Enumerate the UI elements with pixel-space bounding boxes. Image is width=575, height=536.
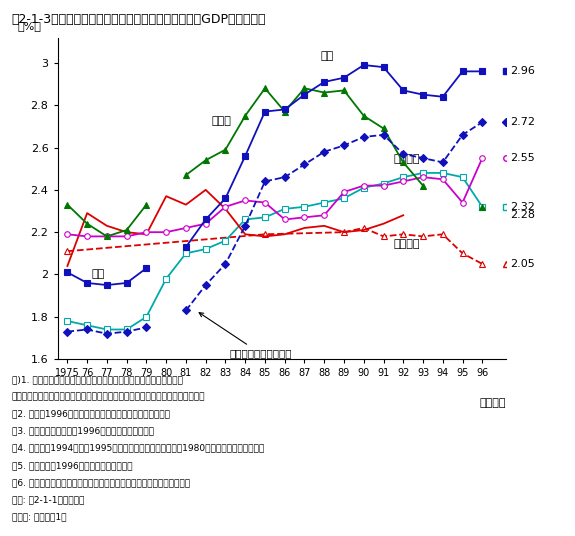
Text: 2.05: 2.05 — [510, 259, 535, 269]
Text: 6. イギリスの統計数値のない年度は前後の年度を直線で結んでいる。: 6. イギリスの統計数値のない年度は前後の年度を直線で結んでいる。 — [12, 478, 190, 487]
Text: 4. ドイツの1994年度、1995年度は推定値である。また、1980年度は統計数値がない。: 4. ドイツの1994年度、1995年度は推定値である。また、1980年度は統計… — [12, 444, 264, 453]
Text: 日本: 日本 — [320, 51, 334, 61]
Text: （参照: 付属資料1）: （参照: 付属資料1） — [12, 512, 66, 522]
Text: フランス: フランス — [393, 154, 420, 165]
Text: 2.96: 2.96 — [510, 66, 535, 76]
Text: 5. フランスの1996年度は暫定値である。: 5. フランスの1996年度は暫定値である。 — [12, 461, 132, 470]
Text: イギリス: イギリス — [393, 239, 420, 249]
Text: 2.28: 2.28 — [510, 210, 535, 220]
Text: 2. 日本の1996年度はソフトウェア業を除いた値である。: 2. 日本の1996年度はソフトウェア業を除いた値である。 — [12, 410, 170, 419]
Text: （%）: （%） — [17, 21, 41, 31]
Text: なお、日本については内数である自然科学のみの値を併せて表示している。: なお、日本については内数である自然科学のみの値を併せて表示している。 — [12, 392, 205, 401]
Text: 日本（自然科学のみ）: 日本（自然科学のみ） — [199, 312, 292, 359]
Text: （年度）: （年度） — [480, 398, 506, 408]
Text: 注)1. 国際比較を行うため、各国とも人文・社会科学を含めている。: 注)1. 国際比較を行うため、各国とも人文・社会科学を含めている。 — [12, 375, 182, 384]
Text: 2.55: 2.55 — [510, 153, 535, 163]
Text: 第2-1-3図　主要国における研究費の対国内総生産（GDP）比の推移: 第2-1-3図 主要国における研究費の対国内総生産（GDP）比の推移 — [12, 13, 266, 26]
Text: 米国: 米国 — [91, 269, 104, 279]
Text: 2.32: 2.32 — [510, 202, 535, 212]
Text: 2.72: 2.72 — [510, 117, 535, 127]
Text: 3. 米国は暦年の値で、1996年度は暫定値である。: 3. 米国は暦年の値で、1996年度は暫定値である。 — [12, 427, 154, 436]
Text: 資料: 第2-1-1図に同じ。: 資料: 第2-1-1図に同じ。 — [12, 495, 84, 504]
Text: ドイツ: ドイツ — [212, 116, 232, 126]
